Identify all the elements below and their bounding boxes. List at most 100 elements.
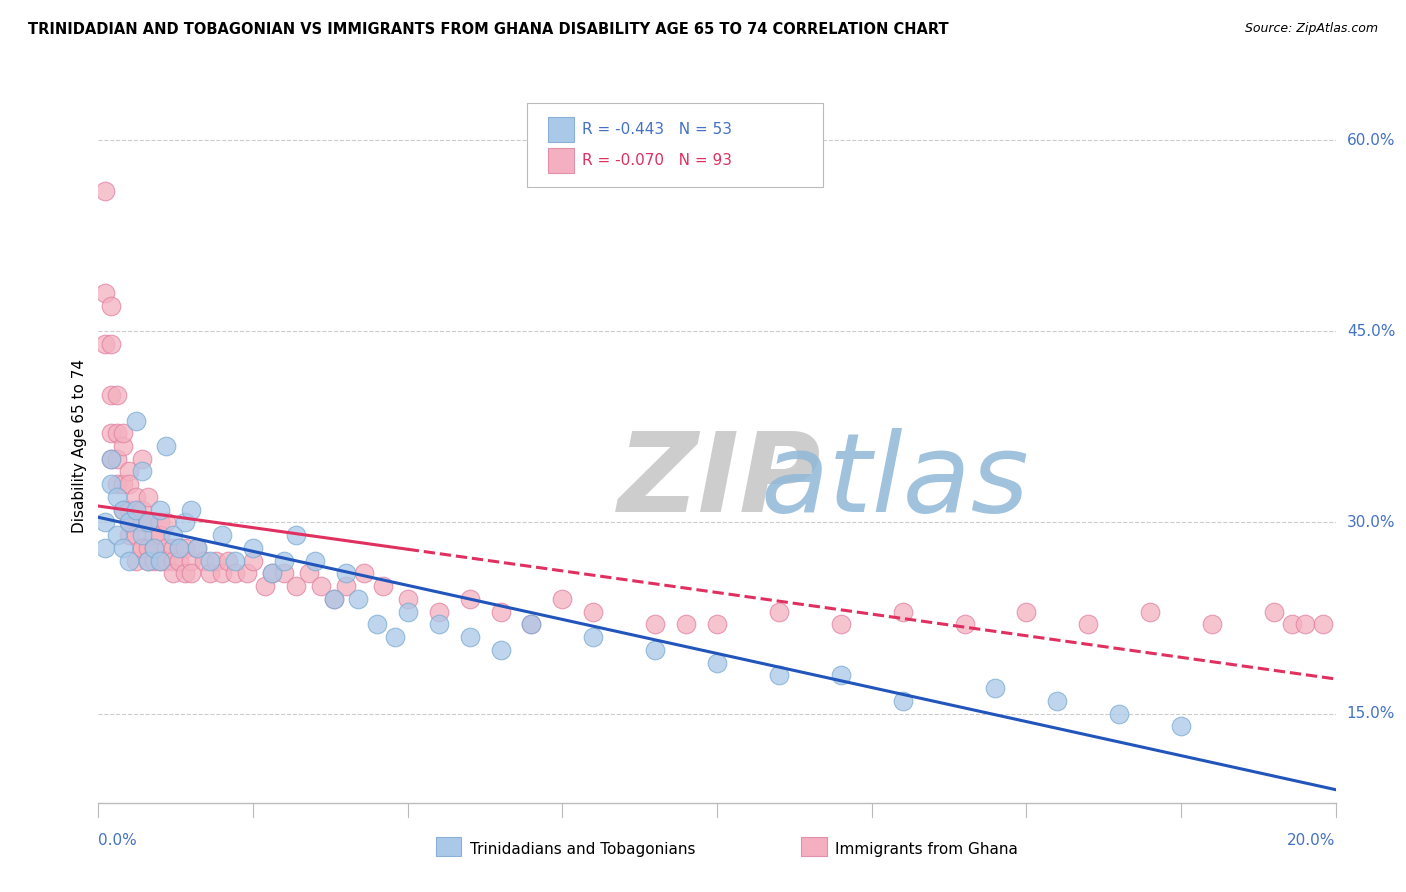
Y-axis label: Disability Age 65 to 74: Disability Age 65 to 74 (72, 359, 87, 533)
Point (131, 541, 153, 555)
Text: ZIP: ZIP (619, 428, 821, 535)
Point (236, 566, 259, 581)
Point (124, 502, 146, 516)
Point (143, 528, 166, 542)
Point (149, 554, 172, 568)
Point (112, 541, 135, 555)
Text: 0.0%: 0.0% (98, 833, 138, 848)
Point (1077, 617, 1099, 632)
Point (322, 591, 344, 606)
Point (304, 554, 326, 568)
Point (149, 516, 172, 530)
Point (105, 528, 128, 542)
Point (100, 451, 122, 466)
Point (1312, 617, 1334, 632)
Point (131, 528, 153, 542)
Point (953, 617, 976, 632)
Point (118, 502, 141, 516)
Point (93, 184, 115, 198)
Point (242, 541, 264, 555)
Point (105, 388, 128, 402)
Point (136, 554, 159, 568)
Point (162, 554, 184, 568)
Point (155, 554, 177, 568)
Point (155, 439, 177, 453)
Point (285, 528, 308, 542)
Point (124, 528, 146, 542)
Point (211, 566, 233, 581)
Point (124, 490, 146, 504)
Text: 45.0%: 45.0% (1347, 324, 1395, 339)
Point (124, 502, 146, 516)
Text: 15.0%: 15.0% (1347, 706, 1395, 721)
Point (347, 591, 370, 606)
Point (242, 554, 264, 568)
Point (143, 541, 166, 555)
Text: R = -0.443   N = 53: R = -0.443 N = 53 (582, 122, 733, 136)
Point (167, 554, 190, 568)
Point (131, 541, 153, 555)
Point (155, 516, 177, 530)
Point (105, 477, 128, 491)
Text: R = -0.070   N = 93: R = -0.070 N = 93 (582, 153, 733, 168)
Point (1294, 617, 1316, 632)
Point (136, 554, 159, 568)
Point (131, 465, 153, 479)
Point (118, 516, 141, 530)
Point (174, 541, 197, 555)
Point (1170, 719, 1192, 733)
Text: Immigrants from Ghana: Immigrants from Ghana (835, 842, 1018, 856)
Point (143, 541, 166, 555)
Point (100, 426, 122, 441)
Point (100, 451, 122, 466)
Point (118, 465, 141, 479)
Point (211, 528, 233, 542)
Point (149, 554, 172, 568)
Point (768, 605, 790, 619)
Text: Source: ZipAtlas.com: Source: ZipAtlas.com (1244, 22, 1378, 36)
Point (118, 554, 141, 568)
Point (112, 439, 135, 453)
Point (162, 541, 184, 555)
Point (112, 477, 135, 491)
Point (489, 605, 512, 619)
Point (155, 541, 177, 555)
Point (167, 541, 190, 555)
Point (335, 579, 357, 593)
Point (1263, 605, 1285, 619)
Point (371, 579, 394, 593)
Point (100, 388, 122, 402)
Point (217, 554, 239, 568)
Point (644, 643, 666, 657)
Point (149, 502, 172, 516)
Point (1139, 605, 1161, 619)
Point (520, 617, 543, 632)
Point (273, 554, 295, 568)
Point (186, 541, 208, 555)
Point (136, 516, 159, 530)
Text: 20.0%: 20.0% (1288, 833, 1336, 848)
Text: Trinidadians and Tobagonians: Trinidadians and Tobagonians (470, 842, 695, 856)
Point (205, 554, 228, 568)
Point (551, 591, 574, 606)
Point (353, 566, 375, 581)
Point (131, 451, 153, 466)
Point (100, 477, 122, 491)
Point (93, 541, 115, 555)
Point (193, 554, 215, 568)
Point (180, 502, 202, 516)
Point (582, 605, 605, 619)
Point (167, 541, 190, 555)
Point (224, 554, 246, 568)
Text: 30.0%: 30.0% (1347, 515, 1395, 530)
Point (396, 591, 419, 606)
Point (1201, 617, 1223, 632)
Point (984, 681, 1007, 695)
Point (309, 579, 332, 593)
Point (118, 516, 141, 530)
Point (198, 554, 221, 568)
Point (1108, 706, 1130, 721)
Point (260, 566, 283, 581)
Point (260, 566, 283, 581)
Point (273, 566, 295, 581)
